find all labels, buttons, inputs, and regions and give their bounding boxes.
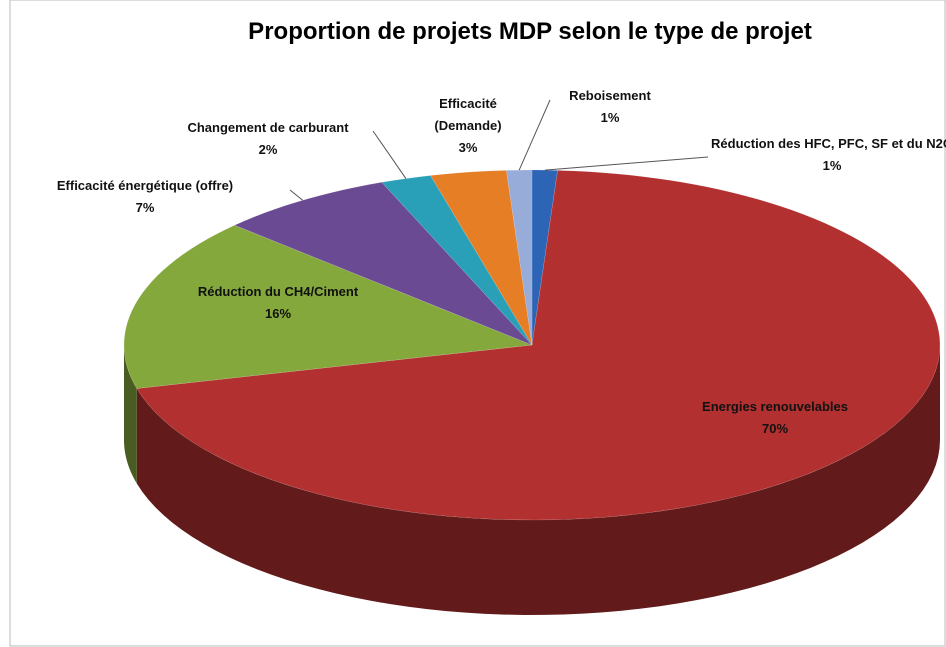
value-label: 1% — [822, 158, 842, 173]
pie-slice-side — [124, 345, 137, 484]
leader-line — [289, 189, 303, 201]
category-label: Réduction du CH4/Ciment — [197, 284, 359, 299]
value-label: 70% — [761, 421, 789, 436]
leader-line — [518, 99, 551, 171]
leader-line — [372, 130, 407, 179]
pie-slice-side — [136, 345, 941, 615]
category-label: Réduction des HFC, PFC, SF et du N2O — [711, 136, 946, 151]
leader-line — [544, 156, 709, 171]
value-label: 3% — [458, 140, 478, 155]
value-label: 1% — [600, 110, 620, 125]
category-label: Reboisement — [569, 88, 651, 103]
pie-slice — [136, 170, 941, 521]
chart-title: Proportion de projets MDP selon le type … — [248, 18, 812, 45]
category-label: Efficacité énergétique (offre) — [56, 178, 234, 193]
pie-slice — [233, 182, 533, 346]
pie-slice — [123, 224, 533, 389]
value-label: 2% — [258, 142, 278, 157]
pie-slice — [430, 170, 533, 346]
category-label: Efficacité (Demande) — [434, 96, 502, 133]
value-label: 7% — [135, 200, 155, 215]
category-label: Energies renouvelables — [702, 399, 848, 414]
value-label: 16% — [264, 306, 292, 321]
category-label: Changement de carburant — [187, 120, 349, 135]
